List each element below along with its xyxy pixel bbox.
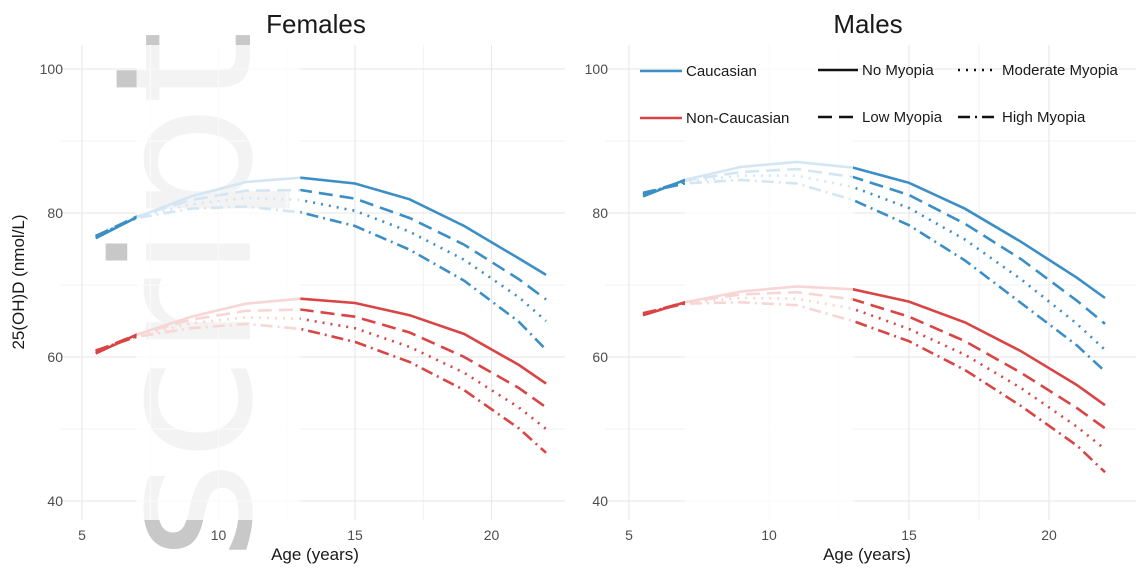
legend-label-non-caucasian: Non-Caucasian <box>686 110 789 127</box>
x-tick-label: 5 <box>625 527 633 543</box>
y-tick-label: 80 <box>592 205 608 221</box>
legend-label-high-myopia: High Myopia <box>1002 109 1086 126</box>
y-tick-label: 100 <box>40 61 64 77</box>
fade-overlay <box>136 45 301 520</box>
y-axis-label: 25(OH)D (nmol/L) <box>9 214 28 349</box>
legend-label-caucasian: Caucasian <box>686 63 757 80</box>
series-line-males-non-caucasian-moderate-myopia <box>642 296 1106 451</box>
y-tick-label: 60 <box>592 349 608 365</box>
series-line-males-non-caucasian-high-myopia <box>642 300 1106 474</box>
y-tick-label: 80 <box>47 205 63 221</box>
y-tick-label: 40 <box>592 493 608 509</box>
legend-label-moderate-myopia: Moderate Myopia <box>1002 62 1119 79</box>
y-tick-label: 40 <box>47 493 63 509</box>
y-tick-label: 100 <box>585 61 609 77</box>
x-tick-label: 15 <box>901 527 917 543</box>
x-tick-label: 10 <box>211 527 227 543</box>
legend-label-no-myopia: No Myopia <box>862 62 934 79</box>
fade-overlay <box>685 45 853 520</box>
x-tick-label: 10 <box>761 527 777 543</box>
x-axis-label: Age (years) <box>823 545 911 564</box>
series-line-females-non-caucasian-high-myopia <box>95 322 547 454</box>
x-tick-label: 20 <box>484 527 500 543</box>
x-tick-label: 20 <box>1041 527 1057 543</box>
panel-title-females: Females <box>266 9 366 39</box>
legend-label-low-myopia: Low Myopia <box>862 109 943 126</box>
x-axis-label: Age (years) <box>271 545 359 564</box>
series-line-males-caucasian-high-myopia <box>642 178 1106 373</box>
panel-title-males: Males <box>833 9 902 39</box>
x-tick-label: 15 <box>347 527 363 543</box>
series-line-males-caucasian-moderate-myopia <box>642 174 1106 351</box>
x-tick-label: 5 <box>78 527 86 543</box>
y-tick-label: 60 <box>47 349 63 365</box>
